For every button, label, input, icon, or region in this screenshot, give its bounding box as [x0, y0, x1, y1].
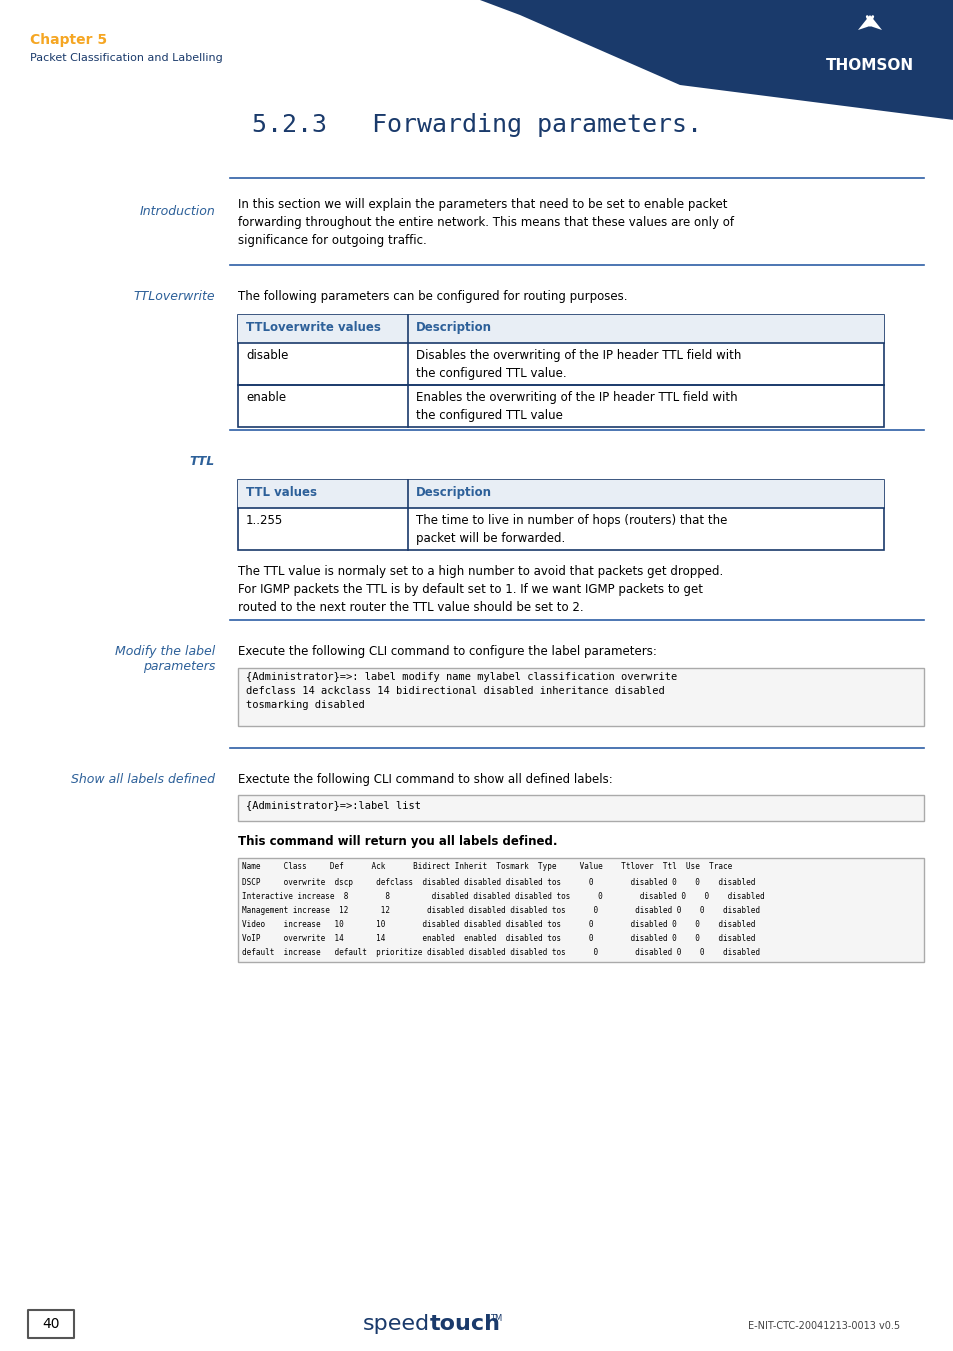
Text: The following parameters can be configured for routing purposes.: The following parameters can be configur… — [237, 290, 627, 303]
Text: Show all labels defined: Show all labels defined — [71, 773, 214, 786]
Text: {Administrator}=>:label list: {Administrator}=>:label list — [246, 800, 420, 811]
Text: TTL values: TTL values — [246, 486, 316, 499]
Text: touch: touch — [430, 1315, 500, 1333]
Text: Name     Class     Def      Ack      Bidirect Inherit  Tosmark  Type     Value  : Name Class Def Ack Bidirect Inherit Tosm… — [242, 862, 732, 871]
Text: In this section we will explain the parameters that need to be set to enable pac: In this section we will explain the para… — [237, 199, 733, 247]
Text: enable: enable — [246, 390, 286, 404]
Text: 5.2.3   Forwarding parameters.: 5.2.3 Forwarding parameters. — [252, 113, 701, 136]
Text: Disables the overwriting of the IP header TTL field with
the configured TTL valu: Disables the overwriting of the IP heade… — [416, 349, 740, 380]
Text: 40: 40 — [42, 1317, 60, 1331]
Text: This command will return you all labels defined.: This command will return you all labels … — [237, 835, 557, 848]
Text: The time to live in number of hops (routers) that the
packet will be forwarded.: The time to live in number of hops (rout… — [416, 513, 726, 544]
Text: THOMSON: THOMSON — [825, 58, 913, 73]
Text: speed: speed — [362, 1315, 430, 1333]
Text: Packet Classification and Labelling: Packet Classification and Labelling — [30, 53, 222, 63]
Text: Modify the label
parameters: Modify the label parameters — [114, 644, 214, 673]
Text: TTL: TTL — [190, 455, 214, 467]
Polygon shape — [479, 0, 953, 120]
Text: VoIP     overwrite  14       14        enabled  enabled  disabled tos      0    : VoIP overwrite 14 14 enabled enabled dis… — [242, 934, 755, 943]
Text: Enables the overwriting of the IP header TTL field with
the configured TTL value: Enables the overwriting of the IP header… — [416, 390, 737, 422]
Text: Chapter 5: Chapter 5 — [30, 32, 107, 47]
Text: Management increase  12       12        disabled disabled disabled tos      0   : Management increase 12 12 disabled disab… — [242, 907, 760, 915]
Text: {Administrator}=>: label modify name mylabel classification overwrite
defclass 1: {Administrator}=>: label modify name myl… — [246, 671, 677, 711]
Bar — [237, 480, 883, 508]
Polygon shape — [857, 15, 882, 30]
Text: Execute the following CLI command to configure the label parameters:: Execute the following CLI command to con… — [237, 644, 657, 658]
Text: Description: Description — [416, 486, 492, 499]
Bar — [237, 315, 883, 343]
Bar — [237, 315, 883, 427]
Bar — [28, 1310, 74, 1337]
Text: Exectute the following CLI command to show all defined labels:: Exectute the following CLI command to sh… — [237, 773, 612, 786]
Text: Introduction: Introduction — [139, 205, 214, 218]
Text: The TTL value is normaly set to a high number to avoid that packets get dropped.: The TTL value is normaly set to a high n… — [237, 565, 722, 578]
Text: 1..255: 1..255 — [246, 513, 283, 527]
Bar — [237, 794, 923, 821]
Bar — [237, 480, 883, 550]
Text: Video    increase   10       10        disabled disabled disabled tos      0    : Video increase 10 10 disabled disabled d… — [242, 920, 755, 929]
Text: disable: disable — [246, 349, 288, 362]
Text: Interactive increase  8        8         disabled disabled disabled tos      0  : Interactive increase 8 8 disabled disabl… — [242, 892, 763, 901]
Bar — [237, 667, 923, 725]
Text: TTLoverwrite: TTLoverwrite — [133, 290, 214, 303]
Text: TM: TM — [490, 1315, 501, 1323]
Text: DSCP     overwrite  dscp     defclass  disabled disabled disabled tos      0    : DSCP overwrite dscp defclass disabled di… — [242, 878, 755, 888]
Text: E-NIT-CTC-20041213-0013 v0.5: E-NIT-CTC-20041213-0013 v0.5 — [747, 1321, 899, 1331]
Text: TTLoverwrite values: TTLoverwrite values — [246, 322, 380, 334]
Bar — [237, 858, 923, 962]
Text: Description: Description — [416, 322, 492, 334]
Text: For IGMP packets the TTL is by default set to 1. If we want IGMP packets to get
: For IGMP packets the TTL is by default s… — [237, 584, 702, 613]
Text: default  increase   default  prioritize disabled disabled disabled tos      0   : default increase default prioritize disa… — [242, 948, 760, 957]
